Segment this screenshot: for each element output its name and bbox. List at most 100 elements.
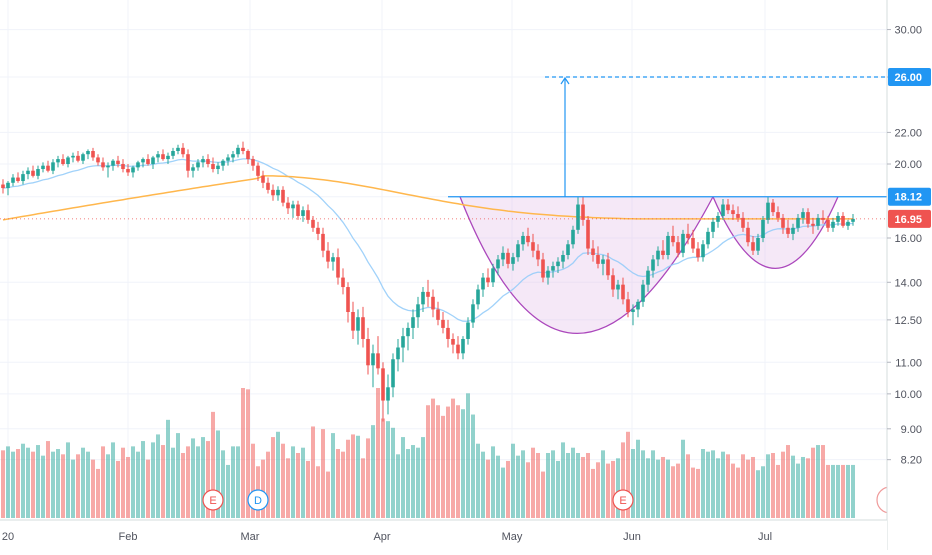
candle-body — [66, 157, 70, 165]
volume-bar — [111, 442, 115, 518]
volume-bar — [56, 449, 60, 518]
target-price-label: 26.00 — [888, 68, 931, 87]
volume-bar — [781, 451, 785, 518]
volume-bar — [96, 468, 100, 518]
volume-bar — [571, 447, 575, 518]
time-tick-label: Jun — [623, 531, 641, 543]
candle-body — [31, 170, 35, 176]
candle-body — [51, 162, 55, 171]
candle-body — [601, 259, 605, 264]
candle-body — [156, 154, 160, 158]
volume-bar — [486, 459, 490, 518]
volume-bar — [656, 459, 660, 518]
candle-body — [26, 170, 30, 175]
candle-body — [626, 299, 630, 313]
candle-body — [356, 317, 360, 331]
volume-bar — [146, 459, 150, 518]
resistance-price-label: 18.12 — [888, 187, 931, 206]
resistance-price-label-text: 18.12 — [894, 192, 922, 204]
moving-average-layer — [2, 158, 854, 322]
candle-body — [716, 215, 720, 222]
volume-bar — [466, 393, 470, 518]
volume-bar — [761, 466, 765, 518]
candle-body — [236, 147, 240, 155]
candle-body — [831, 221, 835, 228]
candle-body — [406, 327, 410, 337]
volume-bar — [21, 443, 25, 518]
time-tick-label: Mar — [241, 531, 260, 543]
volume-bar — [676, 463, 680, 518]
candle-body — [816, 217, 820, 226]
price-tick-label: 30.00 — [894, 25, 922, 37]
volume-bar — [176, 433, 180, 518]
volume-bar — [586, 453, 590, 518]
volume-bar — [721, 451, 725, 518]
cup-and-handle-pattern — [459, 196, 839, 334]
candle-body — [811, 223, 815, 226]
volume-bar — [306, 460, 310, 518]
volume-bar — [76, 454, 80, 518]
candle-body — [231, 154, 235, 158]
volume-bar — [491, 446, 495, 518]
volume-bar — [161, 445, 165, 518]
candle-body — [41, 165, 45, 170]
candle-body — [571, 229, 575, 245]
volume-bar — [191, 438, 195, 518]
volume-bar — [616, 458, 620, 518]
volume-bar — [686, 454, 690, 518]
volume-bar — [741, 454, 745, 518]
volume-bar — [436, 405, 440, 518]
candle-body — [166, 155, 170, 160]
target-price-label-bg — [888, 68, 931, 87]
volume-bar — [441, 415, 445, 518]
candle-body — [81, 154, 85, 161]
candle-body — [646, 270, 650, 285]
candle-body — [581, 204, 585, 220]
earnings-marker-label: E — [619, 495, 626, 507]
volume-bar — [46, 441, 50, 518]
candle-body — [91, 151, 95, 158]
price-tick-label: 8.20 — [901, 455, 922, 467]
candle-body — [241, 147, 245, 152]
volume-bar — [736, 467, 740, 518]
price-tick-label: 14.00 — [894, 277, 922, 289]
ma-200-line — [2, 175, 853, 221]
volume-bar — [391, 427, 395, 518]
volume-bar — [121, 447, 125, 518]
time-tick-label: Feb — [119, 531, 138, 543]
volume-bar — [506, 460, 510, 518]
candle-body — [346, 287, 350, 313]
volume-bar — [796, 463, 800, 518]
candle-body — [836, 215, 840, 222]
candle-body — [316, 227, 320, 234]
volume-bar — [511, 443, 515, 518]
volume-bar — [546, 453, 550, 518]
candle-body — [221, 160, 225, 166]
candle-body — [641, 284, 645, 302]
volume-bar — [541, 471, 545, 518]
volume-bar — [831, 464, 835, 518]
volume-bar — [611, 460, 615, 518]
candle-body — [846, 221, 850, 226]
candle-body — [281, 189, 285, 203]
price-tick-label: 12.50 — [894, 315, 922, 327]
volume-bar — [401, 437, 405, 518]
candle-body — [776, 212, 780, 218]
volume-bar — [551, 450, 555, 518]
time-tick-label: Jul — [758, 531, 772, 543]
annotation-layer — [0, 76, 887, 220]
price-tick-label: 9.00 — [901, 424, 922, 436]
candle-body — [46, 165, 50, 171]
volume-bar — [416, 447, 420, 518]
volume-bar — [101, 446, 105, 518]
volume-bar — [731, 463, 735, 518]
candle-body — [451, 338, 455, 345]
volume-bar — [91, 459, 95, 518]
volume-bar — [751, 456, 755, 518]
candle-body — [441, 319, 445, 328]
volume-bar — [371, 425, 375, 518]
target-price-label-text: 26.00 — [894, 72, 922, 84]
price-tick-label: 11.00 — [895, 357, 922, 369]
